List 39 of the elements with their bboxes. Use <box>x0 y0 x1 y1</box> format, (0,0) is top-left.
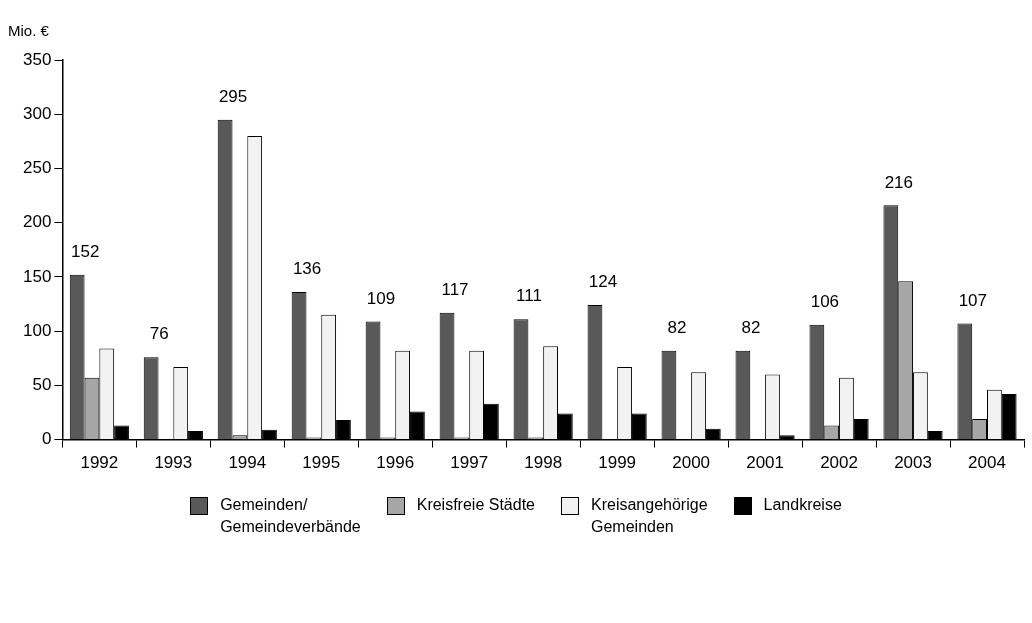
x-tick-label: 1993 <box>154 453 193 473</box>
x-tick-label: 2004 <box>968 453 1006 473</box>
x-tick-label: 2000 <box>672 453 711 473</box>
legend-label: Kreisangehörige Gemeinden <box>591 495 708 537</box>
y-tick-label: 0 <box>41 429 52 449</box>
x-tick-label: 1994 <box>228 453 267 473</box>
data-label: 295 <box>218 86 248 106</box>
x-tick-label: 1998 <box>524 453 563 473</box>
y-tick-label: 250 <box>22 158 52 178</box>
data-label: 76 <box>149 324 169 344</box>
data-label: 152 <box>70 241 100 261</box>
x-tick-label: 1995 <box>302 453 341 473</box>
data-label: 82 <box>667 317 687 337</box>
data-label: 111 <box>516 286 542 306</box>
y-tick-label: 300 <box>22 103 52 123</box>
y-tick-label: 100 <box>22 320 52 340</box>
data-label: 82 <box>741 317 761 337</box>
y-axis-title: Mio. € <box>8 22 49 39</box>
y-tick-label: 150 <box>22 266 52 286</box>
x-tick-label: 1996 <box>376 453 415 473</box>
data-label: 124 <box>588 272 618 292</box>
y-tick-label: 200 <box>22 212 52 232</box>
x-tick-label: 2002 <box>820 453 858 473</box>
legend-label: Gemeinden/ Gemeindeverbände <box>220 495 361 537</box>
x-tick-label: 1992 <box>80 453 119 473</box>
legend-label: Kreisfreie Städte <box>416 495 535 515</box>
x-tick-label: 1997 <box>450 453 489 473</box>
legend-label: Landkreise <box>763 495 842 515</box>
x-tick-label: 2003 <box>894 453 932 473</box>
data-label: 136 <box>292 259 322 279</box>
x-tick-label: 2001 <box>746 453 785 473</box>
data-label: 109 <box>366 288 396 308</box>
data-label: 216 <box>884 172 914 192</box>
data-label: 106 <box>810 291 840 311</box>
data-label: 107 <box>958 290 988 310</box>
x-tick-label: 1999 <box>598 453 637 473</box>
data-label: 117 <box>441 279 469 299</box>
y-tick-label: 350 <box>22 49 52 69</box>
y-tick-label: 50 <box>32 375 52 395</box>
